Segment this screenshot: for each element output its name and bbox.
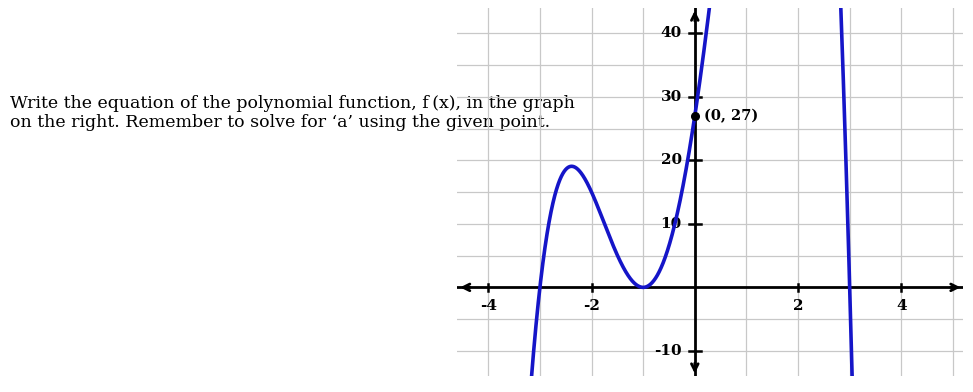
- Text: Write the equation of the polynomial function, f (x), in the graph
on the right.: Write the equation of the polynomial fun…: [10, 94, 575, 131]
- Text: 30: 30: [661, 90, 682, 104]
- Text: 40: 40: [661, 26, 682, 40]
- Text: -2: -2: [583, 299, 600, 313]
- Text: -10: -10: [654, 344, 682, 358]
- Text: 2: 2: [793, 299, 804, 313]
- Text: (0, 27): (0, 27): [704, 109, 758, 123]
- Text: 4: 4: [896, 299, 907, 313]
- Text: 10: 10: [661, 217, 682, 231]
- Text: -4: -4: [480, 299, 497, 313]
- Text: 20: 20: [661, 153, 682, 167]
